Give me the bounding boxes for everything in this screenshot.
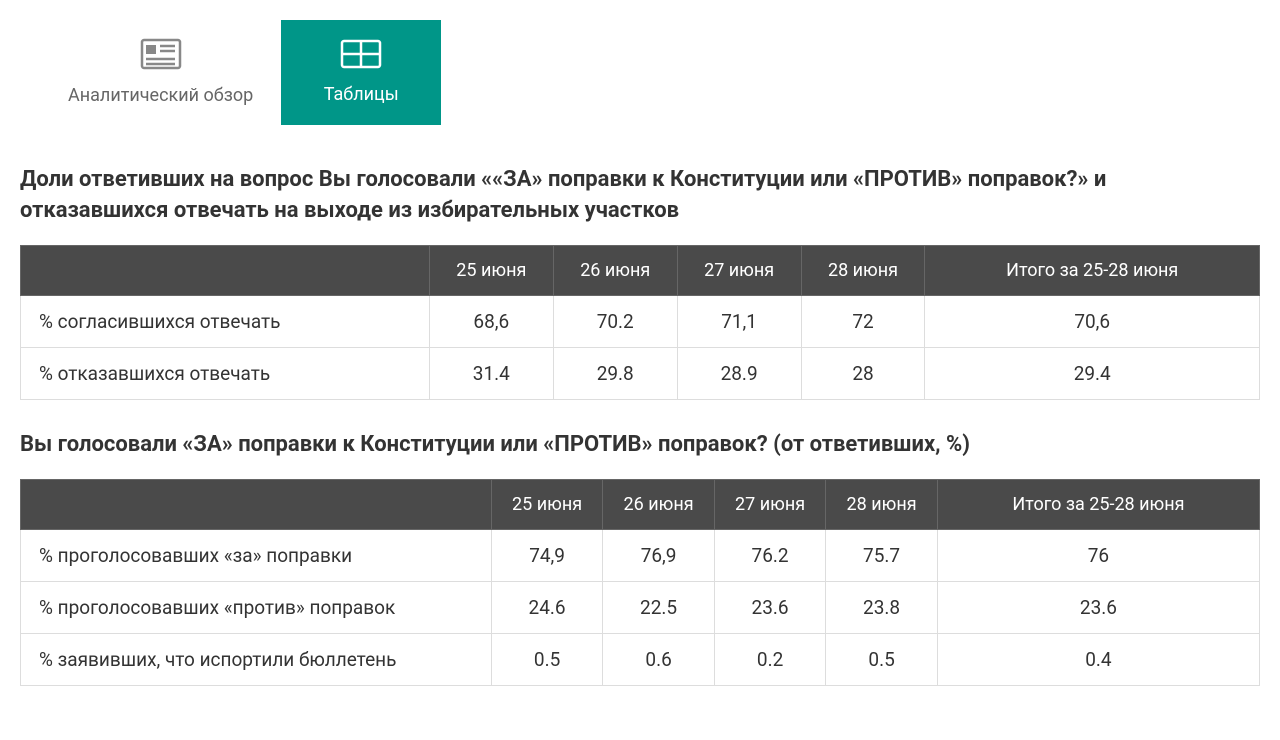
table1-header-c3: 27 июня bbox=[677, 245, 801, 295]
table2-r0-label: % проголосовавших «за» поправки bbox=[21, 529, 492, 581]
table2-header-c4: 28 июня bbox=[826, 479, 938, 529]
table1-header-c2: 26 июня bbox=[553, 245, 677, 295]
table1-header-c1: 25 июня bbox=[429, 245, 553, 295]
table2-header-blank bbox=[21, 479, 492, 529]
table2-r1-c4: 23.8 bbox=[826, 581, 938, 633]
table1-header-blank bbox=[21, 245, 430, 295]
table2-r0-c5: 76 bbox=[937, 529, 1259, 581]
table2-r1-c2: 22.5 bbox=[603, 581, 715, 633]
table2-header-c5: Итого за 25-28 июня bbox=[937, 479, 1259, 529]
table1-r0-label: % согласившихся отвечать bbox=[21, 295, 430, 347]
table2-header-c1: 25 июня bbox=[491, 479, 603, 529]
table1-r0-c5: 70,6 bbox=[925, 295, 1260, 347]
table-row: % отказавшихся отвечать 31.4 29.8 28.9 2… bbox=[21, 347, 1260, 399]
table1-r1-label: % отказавшихся отвечать bbox=[21, 347, 430, 399]
table1-r0-c1: 68,6 bbox=[429, 295, 553, 347]
table2-r0-c1: 74,9 bbox=[491, 529, 603, 581]
table1-r0-c2: 70.2 bbox=[553, 295, 677, 347]
table1-header-c4: 28 июня bbox=[801, 245, 925, 295]
table2-r2-c2: 0.6 bbox=[603, 633, 715, 685]
tab-analytical-label: Аналитический обзор bbox=[68, 84, 253, 107]
table2: 25 июня 26 июня 27 июня 28 июня Итого за… bbox=[20, 479, 1260, 686]
table-row: % заявивших, что испортили бюллетень 0.5… bbox=[21, 633, 1260, 685]
table2-header-c3: 27 июня bbox=[714, 479, 826, 529]
table2-r1-c3: 23.6 bbox=[714, 581, 826, 633]
table2-r0-c3: 76.2 bbox=[714, 529, 826, 581]
table2-header-c2: 26 июня bbox=[603, 479, 715, 529]
table-row: % согласившихся отвечать 68,6 70.2 71,1 … bbox=[21, 295, 1260, 347]
table-icon bbox=[340, 39, 382, 73]
table2-r2-c1: 0.5 bbox=[491, 633, 603, 685]
table2-r2-label: % заявивших, что испортили бюллетень bbox=[21, 633, 492, 685]
table1-r1-c4: 28 bbox=[801, 347, 925, 399]
table1-r1-c5: 29.4 bbox=[925, 347, 1260, 399]
table1-r1-c1: 31.4 bbox=[429, 347, 553, 399]
table1-header-row: 25 июня 26 июня 27 июня 28 июня Итого за… bbox=[21, 245, 1260, 295]
tabs-container: Аналитический обзор Таблицы bbox=[40, 20, 1260, 125]
table2-header-row: 25 июня 26 июня 27 июня 28 июня Итого за… bbox=[21, 479, 1260, 529]
table2-r1-c5: 23.6 bbox=[937, 581, 1259, 633]
table1-r1-c3: 28.9 bbox=[677, 347, 801, 399]
table-row: % проголосовавших «против» поправок 24.6… bbox=[21, 581, 1260, 633]
table2-title: Вы голосовали «ЗА» поправки к Конституци… bbox=[20, 430, 1260, 461]
table2-r1-c1: 24.6 bbox=[491, 581, 603, 633]
tab-tables-label: Таблицы bbox=[324, 83, 399, 106]
table2-r2-c3: 0.2 bbox=[714, 633, 826, 685]
tab-tables[interactable]: Таблицы bbox=[281, 20, 441, 125]
table1-title: Доли ответивших на вопрос Вы голосовали … bbox=[20, 165, 1260, 227]
table2-r0-c4: 75.7 bbox=[826, 529, 938, 581]
table-row: % проголосовавших «за» поправки 74,9 76,… bbox=[21, 529, 1260, 581]
table1-r1-c2: 29.8 bbox=[553, 347, 677, 399]
table2-r0-c2: 76,9 bbox=[603, 529, 715, 581]
table2-r2-c4: 0.5 bbox=[826, 633, 938, 685]
table1-r0-c3: 71,1 bbox=[677, 295, 801, 347]
table1-header-c5: Итого за 25-28 июня bbox=[925, 245, 1260, 295]
table2-r1-label: % проголосовавших «против» поправок bbox=[21, 581, 492, 633]
table1: 25 июня 26 июня 27 июня 28 июня Итого за… bbox=[20, 245, 1260, 400]
tab-analytical[interactable]: Аналитический обзор bbox=[40, 20, 281, 125]
table1-r0-c4: 72 bbox=[801, 295, 925, 347]
newspaper-icon bbox=[140, 38, 182, 74]
table2-r2-c5: 0.4 bbox=[937, 633, 1259, 685]
